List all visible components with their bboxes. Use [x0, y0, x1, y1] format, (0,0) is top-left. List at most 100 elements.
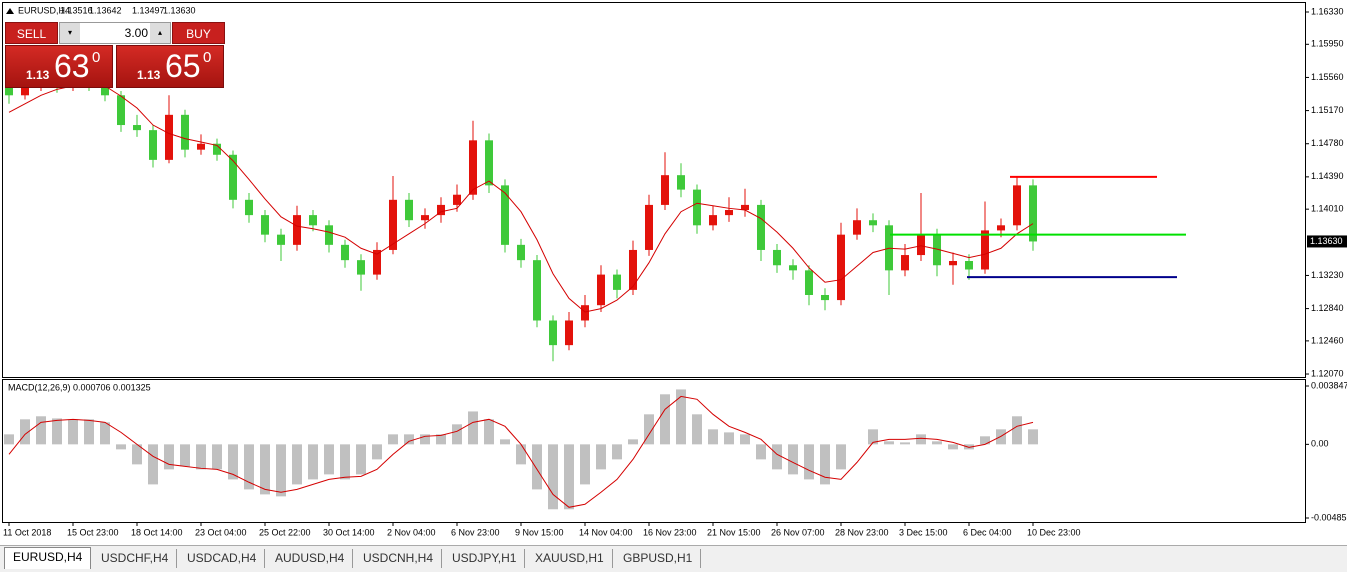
candle-body — [421, 215, 429, 221]
candle-body — [581, 305, 589, 321]
symbol-tab[interactable]: XAUUSD,H1 — [527, 549, 613, 568]
candle-body — [213, 143, 221, 155]
buy-button[interactable]: BUY — [172, 22, 225, 44]
candle-body — [709, 215, 717, 226]
symbol-tab[interactable]: USDCHF,H4 — [93, 549, 178, 568]
sell-price-big: 63 — [54, 48, 90, 84]
symbol: EURUSD,H4 — [18, 5, 70, 15]
lots[interactable]: 3.00 — [124, 26, 148, 40]
sell-button[interactable]: SELL — [5, 22, 58, 44]
y-tick-label: 1.16330 — [1311, 6, 1344, 16]
candle-body — [901, 255, 909, 271]
candle-body — [373, 249, 381, 275]
high: 1.13642 — [89, 5, 122, 15]
candle-body — [517, 244, 525, 261]
buy-price[interactable]: 1.13 65 0 — [116, 45, 224, 88]
y-tick-label: 1.14010 — [1311, 204, 1344, 214]
histogram-bar — [564, 444, 574, 510]
menu-triangle — [6, 8, 14, 14]
candle-body — [485, 140, 493, 186]
candle-body — [805, 270, 813, 295]
x-tick-label: 3 Dec 15:00 — [899, 527, 948, 537]
histogram-bar — [708, 429, 718, 445]
histogram-bar — [324, 444, 334, 475]
y-tick-label: 1.15950 — [1311, 39, 1344, 49]
buy-price-sup: 0 — [203, 49, 212, 66]
x-tick-label: 14 Nov 04:00 — [579, 527, 633, 537]
candle-body — [229, 154, 237, 200]
candle-body — [133, 125, 141, 131]
candle-body — [341, 244, 349, 261]
x-tick-label: 2 Nov 04:00 — [387, 527, 436, 537]
main-frame — [2, 2, 1306, 378]
histogram-bar — [116, 444, 126, 450]
histogram-bar — [676, 389, 686, 445]
histogram-bar — [452, 424, 462, 445]
histogram-bar — [420, 434, 430, 445]
histogram-bar — [820, 444, 830, 485]
x-tick-label: 6 Nov 23:00 — [451, 527, 500, 537]
candle-body — [405, 199, 413, 221]
x-tick-label: 10 Dec 23:00 — [1027, 527, 1081, 537]
candle-body — [645, 204, 653, 250]
candle-body — [1029, 185, 1037, 242]
moving-average — [8, 83, 1034, 313]
y-tick-label: 1.12840 — [1311, 303, 1344, 313]
candle-body — [997, 225, 1005, 231]
histogram-bar — [932, 441, 942, 445]
histogram-bar — [292, 444, 302, 485]
x-tick-label: 11 Oct 2018 — [3, 527, 51, 537]
x-tick-label: 23 Oct 04:00 — [195, 527, 247, 537]
histogram-bar — [132, 444, 142, 465]
symbol-tab[interactable]: USDCAD,H4 — [179, 549, 266, 568]
histogram-bar — [612, 444, 622, 460]
histogram-bar — [468, 411, 478, 445]
sell-price-small: 1.13 — [26, 68, 50, 82]
candle-body — [277, 234, 285, 245]
histogram-bar — [964, 444, 974, 450]
histogram-bar — [724, 432, 734, 445]
y-tick-label: 0.00 — [1311, 439, 1329, 449]
symbol-tab[interactable]: USDCNH,H4 — [355, 549, 443, 568]
x-tick-label: 18 Oct 14:00 — [131, 527, 183, 537]
candle-body — [933, 234, 941, 266]
candle-body — [181, 114, 189, 150]
candle-body — [437, 204, 445, 216]
x-tick-label: 30 Oct 14:00 — [323, 527, 375, 537]
lots-down[interactable]: ▾ — [60, 23, 80, 43]
histogram-bar — [500, 439, 510, 445]
y-tick-label: 1.15560 — [1311, 72, 1344, 82]
histogram-bar — [52, 418, 62, 445]
x-tick-label: 21 Nov 15:00 — [707, 527, 761, 537]
x-tick-label: 9 Nov 15:00 — [515, 527, 564, 537]
symbol-tab[interactable]: USDJPY,H1 — [444, 549, 526, 568]
candle-body — [469, 140, 477, 195]
sell-price[interactable]: 1.13 63 0 — [5, 45, 113, 88]
candle-body — [325, 225, 333, 245]
candle-body — [613, 274, 621, 290]
histogram-bar — [516, 444, 526, 465]
macd-label: MACD(12,26,9) 0.000706 0.001325 — [8, 382, 151, 392]
symbol-tab[interactable]: GBPUSD,H1 — [615, 549, 702, 568]
candle-body — [725, 210, 733, 216]
histogram-bar — [100, 422, 110, 445]
histogram-bar — [596, 444, 606, 470]
open: 1.13516 — [60, 5, 93, 15]
y-tick-label: 1.14390 — [1311, 171, 1344, 181]
symbol-tab[interactable]: AUDUSD,H4 — [267, 549, 354, 568]
y-tick-label: 0.003847 — [1311, 380, 1347, 390]
histogram-bar — [372, 444, 382, 460]
histogram-bar — [884, 441, 894, 445]
symbol-tab[interactable]: EURUSD,H4 — [4, 547, 92, 569]
candle-body — [21, 85, 29, 96]
histogram-bar — [356, 444, 366, 475]
histogram-bar — [84, 419, 94, 445]
candle-body — [197, 143, 205, 150]
candle-body — [981, 230, 989, 270]
lots-up[interactable]: ▴ — [150, 23, 170, 43]
signal-line — [8, 395, 1034, 508]
candle-body — [565, 320, 573, 346]
candle-body — [917, 234, 925, 256]
histogram-bar — [836, 444, 846, 470]
chart: EURUSD,H4 1.13516 1.13642 1.13497 1.1363… — [2, 2, 1347, 537]
